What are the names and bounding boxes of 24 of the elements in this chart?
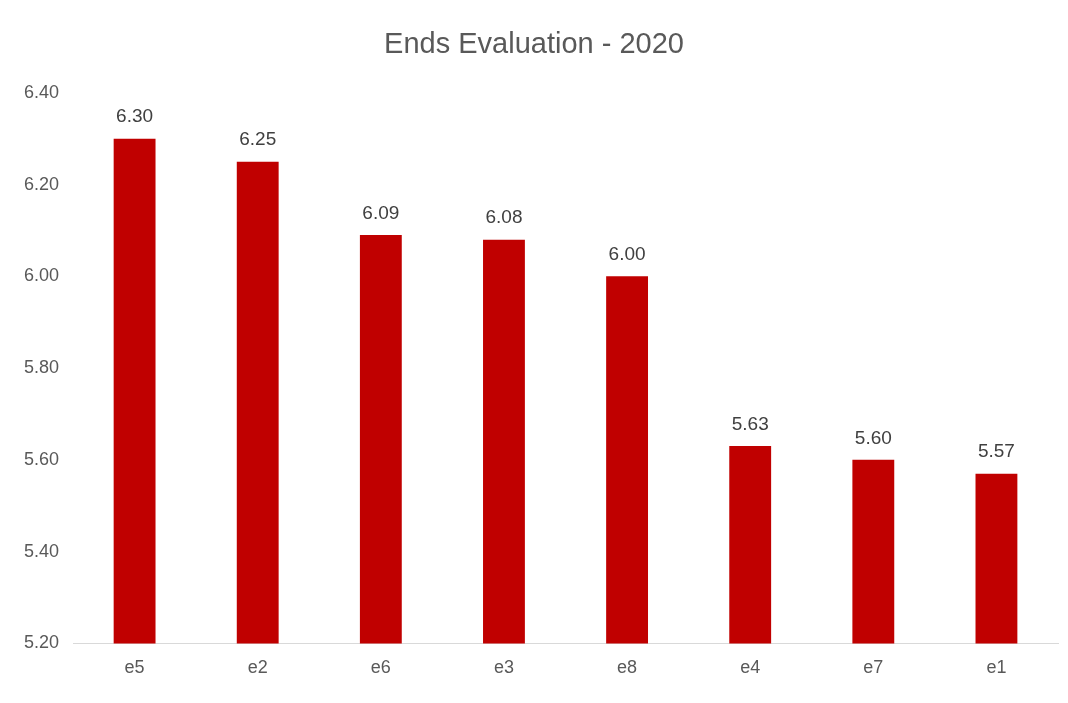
x-tick-label: e8 xyxy=(617,657,638,678)
chart-title: Ends Evaluation - 2020 xyxy=(384,27,684,60)
y-tick-label: 5.20 xyxy=(23,632,60,653)
data-label: 6.08 xyxy=(485,206,523,228)
y-tick-label: 5.40 xyxy=(23,540,60,561)
y-tick-label: 6.40 xyxy=(23,81,60,102)
data-label: 5.63 xyxy=(731,412,769,434)
x-tick-label: e4 xyxy=(740,657,761,678)
x-tick-label: e6 xyxy=(370,657,391,678)
data-label: 5.60 xyxy=(854,426,892,448)
x-tick-label: e2 xyxy=(247,657,268,678)
x-tick-label: e1 xyxy=(986,657,1007,678)
y-tick-label: 5.60 xyxy=(23,448,60,469)
y-tick-label: 5.80 xyxy=(23,357,60,378)
x-tick-label: e3 xyxy=(493,657,514,678)
data-label: 5.57 xyxy=(977,440,1015,462)
data-label: 6.09 xyxy=(362,201,400,223)
y-tick-label: 6.20 xyxy=(23,173,60,194)
data-label: 6.25 xyxy=(239,128,277,150)
x-tick-label: e7 xyxy=(863,657,884,678)
data-label: 6.30 xyxy=(116,105,154,127)
x-tick-label: e5 xyxy=(124,657,145,678)
data-label: 6.00 xyxy=(608,243,646,265)
y-tick-label: 6.00 xyxy=(23,265,60,286)
